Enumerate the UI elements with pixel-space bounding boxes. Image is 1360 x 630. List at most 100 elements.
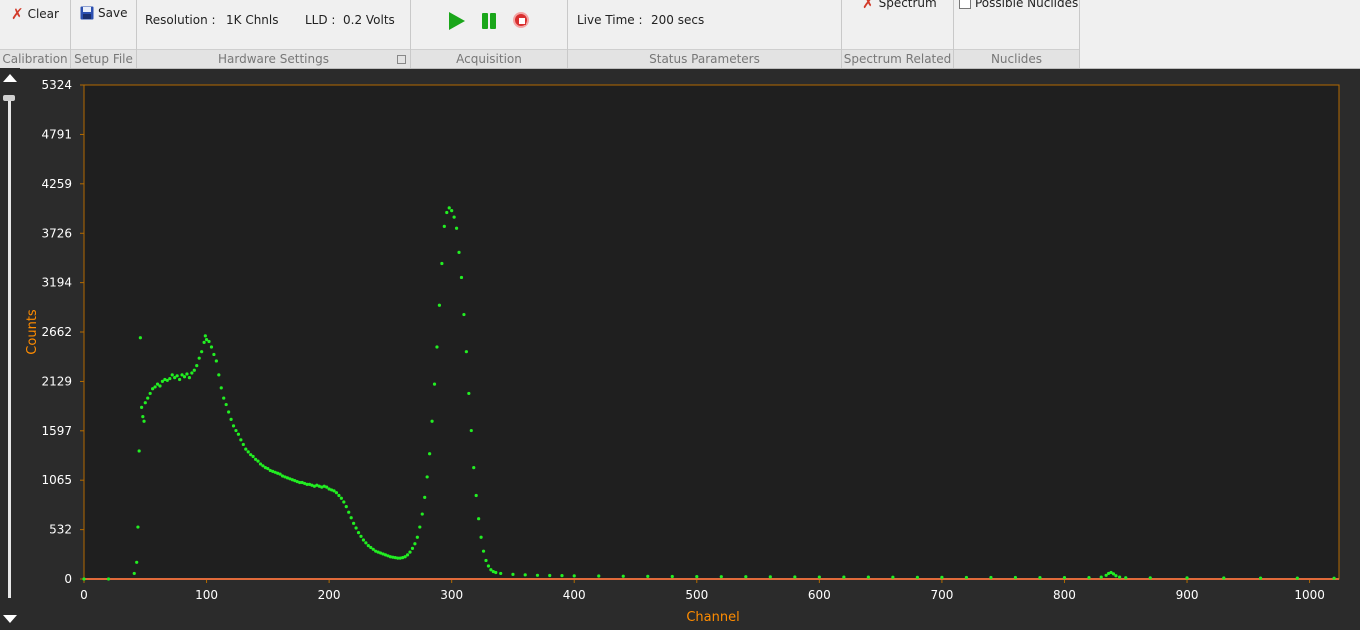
data-point xyxy=(768,575,772,579)
data-point xyxy=(450,209,454,213)
spectrum-chart[interactable]: 0 532 1065 1597 2129 2662 3194 3726 4259 4791 5324… xyxy=(20,68,1360,626)
group-setup-file: Save Setup File xyxy=(71,0,137,68)
data-point xyxy=(298,480,302,485)
data-point xyxy=(386,554,390,558)
data-point xyxy=(288,477,292,481)
data-point xyxy=(290,478,294,482)
y-tick-label: 3194 xyxy=(41,276,72,290)
data-point xyxy=(239,438,243,442)
data-point xyxy=(393,556,397,560)
data-point xyxy=(366,543,370,548)
data-point xyxy=(1332,576,1336,580)
data-point xyxy=(273,470,277,474)
resolution-value[interactable]: 1K Chnls xyxy=(226,13,279,27)
calibration-group-label: Calibration xyxy=(0,49,70,68)
data-point xyxy=(1062,576,1067,580)
save-button[interactable]: Save xyxy=(80,6,127,20)
data-point xyxy=(185,372,189,376)
data-point xyxy=(337,493,341,498)
data-point xyxy=(423,495,427,499)
data-point xyxy=(300,480,304,485)
data-point xyxy=(151,387,155,391)
data-point xyxy=(719,575,723,579)
live-time-value: 200 secs xyxy=(651,13,705,27)
clear-spectrum-button[interactable]: ✗ Spectrum xyxy=(862,0,937,12)
play-icon[interactable] xyxy=(449,12,465,30)
scroll-down-arrow-icon[interactable] xyxy=(3,615,17,623)
y-tick-label: 5324 xyxy=(41,78,72,92)
data-point xyxy=(352,521,356,525)
data-point xyxy=(207,339,211,344)
checkbox-box[interactable] xyxy=(959,0,971,9)
stop-icon[interactable] xyxy=(513,12,529,28)
y-tick-label: 1065 xyxy=(41,473,72,487)
data-point xyxy=(420,512,424,516)
data-point xyxy=(276,471,280,475)
data-point xyxy=(197,356,201,360)
data-point xyxy=(511,572,515,576)
data-point xyxy=(401,556,405,560)
dialog-launcher-icon[interactable] xyxy=(397,55,406,64)
data-point xyxy=(1099,575,1103,579)
data-point xyxy=(670,574,674,579)
data-point xyxy=(253,457,258,461)
x-tick-label: 300 xyxy=(440,588,463,602)
data-point xyxy=(1106,571,1111,576)
data-point xyxy=(454,226,459,230)
data-point xyxy=(462,312,466,317)
data-point xyxy=(425,475,429,479)
data-point xyxy=(158,384,162,388)
clear-calibration-button[interactable]: ✗ Clear xyxy=(11,7,59,22)
data-point xyxy=(940,575,944,579)
data-point xyxy=(303,481,307,486)
data-point xyxy=(236,432,241,436)
data-point xyxy=(180,373,184,377)
plot-area[interactable] xyxy=(83,84,1340,580)
data-point xyxy=(190,371,194,375)
data-point xyxy=(891,575,895,579)
data-point xyxy=(486,564,491,568)
y-tick-label: 4791 xyxy=(41,127,72,141)
data-point xyxy=(241,442,245,447)
data-point xyxy=(141,415,145,419)
data-point xyxy=(695,574,699,579)
data-point xyxy=(842,575,846,579)
scroll-up-arrow-icon[interactable] xyxy=(3,74,17,82)
lld-value[interactable]: 0.2 Volts xyxy=(343,13,395,27)
vertical-zoom-scrollbar[interactable] xyxy=(0,68,20,626)
data-point xyxy=(209,345,214,349)
ribbon-empty-area xyxy=(1080,0,1360,68)
data-point xyxy=(481,549,486,553)
y-tick-label: 1597 xyxy=(41,424,72,438)
data-point xyxy=(214,359,218,363)
data-point xyxy=(170,373,174,377)
possible-nuclides-checkbox[interactable]: Possible Nuclides xyxy=(959,0,1078,10)
spectrum-plot-svg[interactable]: 0 532 1065 1597 2129 2662 3194 3726 4259 4791 5324… xyxy=(20,68,1360,626)
data-point xyxy=(371,547,375,551)
data-point xyxy=(1258,576,1263,580)
data-point xyxy=(445,210,449,215)
data-point xyxy=(1104,573,1108,577)
data-point xyxy=(491,569,495,574)
data-point xyxy=(597,574,601,578)
x-tick-label: 1000 xyxy=(1294,588,1325,602)
data-point xyxy=(410,546,415,550)
data-point xyxy=(217,373,221,377)
scroll-thumb[interactable] xyxy=(3,95,15,101)
clear-spectrum-x-icon: ✗ xyxy=(862,0,875,12)
data-point xyxy=(523,573,527,577)
save-disk-icon xyxy=(80,6,94,20)
data-point xyxy=(246,450,250,454)
data-point xyxy=(964,575,969,580)
spectrum-related-group-label: Spectrum Related xyxy=(842,49,953,68)
group-calibration: ✗ Clear Calibration xyxy=(0,0,71,68)
scroll-track[interactable] xyxy=(8,98,11,598)
pause-icon[interactable] xyxy=(482,13,496,29)
group-spectrum-related: ✗ Spectrum Spectrum Related xyxy=(842,0,954,68)
data-point xyxy=(494,570,498,575)
data-point xyxy=(1118,575,1122,579)
data-point xyxy=(744,575,748,579)
data-point xyxy=(261,464,265,468)
data-point xyxy=(227,410,231,414)
data-point xyxy=(310,483,314,487)
